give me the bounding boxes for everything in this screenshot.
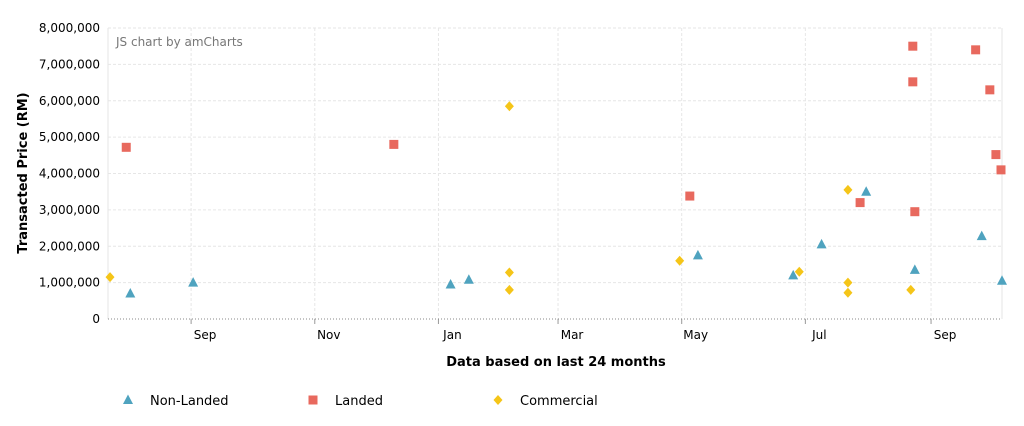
non-landed-point[interactable]	[788, 269, 799, 280]
y-tick-label: 8,000,000	[39, 21, 100, 35]
non-landed-point[interactable]	[976, 230, 987, 241]
legend-item-landed[interactable]: Landed	[308, 394, 383, 409]
landed-point[interactable]	[908, 41, 918, 51]
non-landed-point[interactable]	[997, 275, 1007, 285]
non-landed-point[interactable]	[816, 238, 827, 249]
commercial-point[interactable]	[504, 101, 514, 112]
y-tick-label: 6,000,000	[39, 94, 100, 108]
landed-point[interactable]	[855, 198, 865, 208]
legend-marker-non-landed[interactable]	[123, 394, 133, 405]
commercial-point[interactable]	[843, 277, 853, 288]
landed-point[interactable]	[910, 207, 920, 217]
legend-marker-commercial[interactable]	[493, 395, 503, 405]
commercial-point[interactable]	[794, 266, 804, 277]
y-tick-label: 2,000,000	[39, 239, 100, 253]
x-tick-label: Jul	[811, 328, 826, 342]
chart-credit[interactable]: JS chart by amCharts	[115, 35, 243, 49]
commercial-point[interactable]	[504, 284, 514, 295]
x-tick-label: Nov	[317, 328, 340, 342]
y-tick-label: 0	[92, 312, 100, 326]
non-landed-point[interactable]	[861, 186, 872, 196]
x-axis: Sep Nov Jan Mar May Jul Sep	[190, 319, 957, 342]
grid	[107, 27, 1003, 319]
commercial-point[interactable]	[906, 284, 916, 295]
x-axis-title: Data based on last 24 months	[446, 355, 666, 370]
non-landed-point[interactable]	[445, 278, 456, 289]
x-tick-label: Mar	[561, 328, 584, 342]
landed-point[interactable]	[685, 191, 695, 201]
legend: Non-Landed Landed Commercial	[123, 394, 598, 409]
landed-point[interactable]	[971, 45, 981, 55]
legend-label-commercial: Commercial	[520, 394, 598, 409]
non-landed-point[interactable]	[463, 274, 474, 284]
commercial-point[interactable]	[675, 255, 685, 266]
y-tick-label: 3,000,000	[39, 203, 100, 217]
commercial-point[interactable]	[504, 267, 514, 278]
x-tick-label: Sep	[194, 328, 217, 342]
landed-point[interactable]	[985, 85, 995, 95]
non-landed-point[interactable]	[692, 249, 703, 260]
commercial-point[interactable]	[105, 272, 115, 283]
legend-marker-landed[interactable]	[308, 395, 318, 405]
landed-point[interactable]	[996, 165, 1006, 175]
non-landed-point[interactable]	[188, 277, 199, 287]
commercial-point[interactable]	[843, 184, 853, 195]
x-tick-label: Jan	[442, 328, 462, 342]
landed-point[interactable]	[121, 142, 131, 152]
legend-label-non-landed: Non-Landed	[150, 394, 229, 409]
y-tick-label: 1,000,000	[39, 276, 100, 290]
y-axis: 0 1,000,000 2,000,000 3,000,000 4,000,000 5,0…	[39, 21, 100, 326]
x-tick-label: May	[683, 328, 708, 342]
y-tick-label: 7,000,000	[39, 57, 100, 71]
y-tick-label: 4,000,000	[39, 167, 100, 181]
y-axis-title: Transacted Price (RM)	[16, 92, 31, 253]
non-landed-point[interactable]	[125, 288, 136, 298]
landed-point[interactable]	[908, 77, 918, 87]
non-landed-point[interactable]	[909, 264, 920, 274]
x-tick-label: Sep	[934, 328, 957, 342]
data-points	[105, 41, 1007, 298]
landed-point[interactable]	[991, 150, 1001, 160]
y-tick-label: 5,000,000	[39, 130, 100, 144]
legend-item-commercial[interactable]: Commercial	[493, 394, 598, 409]
commercial-point[interactable]	[843, 287, 853, 298]
legend-item-non-landed[interactable]: Non-Landed	[123, 394, 229, 409]
landed-point[interactable]	[389, 139, 399, 149]
legend-label-landed: Landed	[335, 394, 383, 409]
